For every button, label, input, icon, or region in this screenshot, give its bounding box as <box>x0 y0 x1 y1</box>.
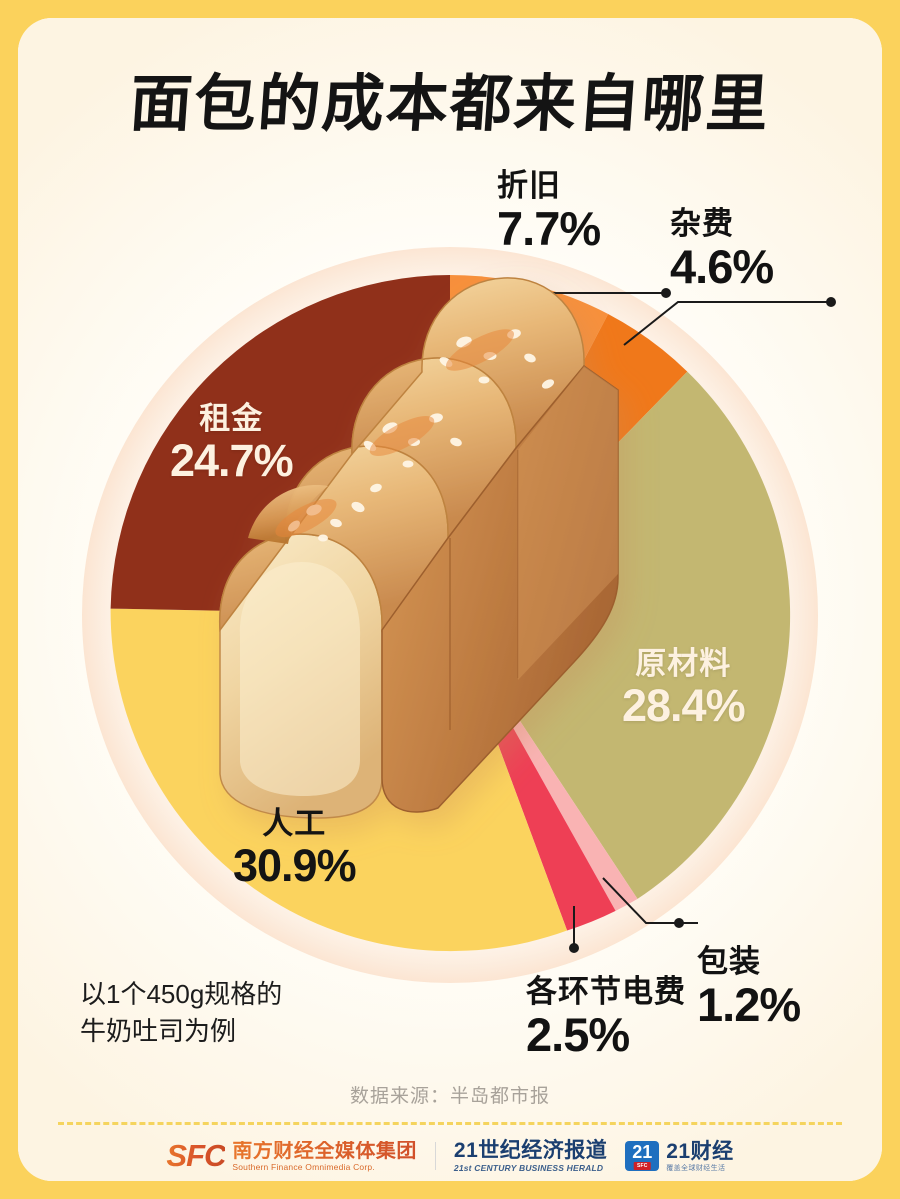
callout-packaging-pct: 1.2% <box>697 977 801 1031</box>
callout-depreciation-name: 折旧 <box>497 168 561 203</box>
slice-label-material-pct: 28.4% <box>622 679 746 731</box>
sfc-wordmark-icon: SFC <box>166 1138 226 1173</box>
slice-label-material: 原材料 28.4% <box>622 646 746 731</box>
callout-depreciation-pct: 7.7% <box>497 201 601 255</box>
slice-label-rent-pct: 24.7% <box>170 434 294 486</box>
sfc-name-cn: 南方财经全媒体集团 <box>232 1139 417 1162</box>
badge-21-icon: 21 SFC <box>625 1141 660 1171</box>
sfc-name-en: Southern Finance Omnimedia Corp. <box>232 1161 375 1172</box>
callout-misc-name: 杂费 <box>670 206 734 241</box>
herald-name-cn: 21世纪经济报道 <box>453 1138 608 1162</box>
slice-label-rent: 租金 24.7% <box>170 401 294 486</box>
callout-label-misc: 杂费 4.6% <box>670 206 774 293</box>
poster-card: 面包的成本都来自哪里 <box>18 18 882 1181</box>
callout-packaging-name: 包装 <box>697 944 761 979</box>
logo-caijing: 21 SFC 21财经 覆盖全球财经生活 <box>625 1141 733 1172</box>
logo-sfc: SFC 南方财经全媒体集团 Southern Finance Omnimedia… <box>166 1138 417 1174</box>
slice-label-labor: 人工 30.9% <box>233 806 357 891</box>
herald-name-en: 21st CENTURY BUSINESS HERALD <box>453 1162 604 1173</box>
slice-label-rent-name: 租金 <box>199 401 264 436</box>
chart-footnote: 以1个450g规格的 牛奶吐司为例 <box>80 979 283 1046</box>
data-source-text: 数据来源：半岛都市报 <box>349 1086 550 1107</box>
caijing-name-cn: 21财经 <box>666 1139 734 1163</box>
logo-herald: 21世纪经济报道 21st CENTURY BUSINESS HERALD <box>454 1140 607 1173</box>
badge-21-number: 21 <box>632 1142 653 1162</box>
herald-text-block: 21世纪经济报道 21st CENTURY BUSINESS HERALD <box>454 1140 607 1173</box>
footer-vertical-divider <box>434 1142 436 1170</box>
callout-misc-pct: 4.6% <box>670 239 774 293</box>
footer-divider <box>58 1122 842 1125</box>
page-title: 面包的成本都来自哪里 <box>127 70 773 139</box>
callout-label-electricity: 各环节电费 2.5% <box>526 976 686 1059</box>
slice-label-material-name: 原材料 <box>635 646 732 681</box>
callout-electricity-name: 各环节电费 <box>526 974 686 1009</box>
callout-label-packaging: 包装 1.2% <box>697 944 801 1031</box>
callout-label-depreciation: 折旧 7.7% <box>497 168 601 255</box>
slice-label-labor-pct: 30.9% <box>233 839 357 891</box>
callout-electricity-pct: 2.5% <box>526 1007 630 1061</box>
sfc-text-block: 南方财经全媒体集团 Southern Finance Omnimedia Cor… <box>232 1141 417 1172</box>
caijing-slogan: 覆盖全球财经生活 <box>666 1164 726 1172</box>
caijing-text-block: 21财经 覆盖全球财经生活 <box>666 1141 733 1172</box>
footer-logo-bar: SFC 南方财经全媒体集团 Southern Finance Omnimedia… <box>18 1130 882 1181</box>
slice-label-labor-name: 人工 <box>262 806 327 841</box>
badge-21-sub: SFC <box>633 1162 651 1170</box>
